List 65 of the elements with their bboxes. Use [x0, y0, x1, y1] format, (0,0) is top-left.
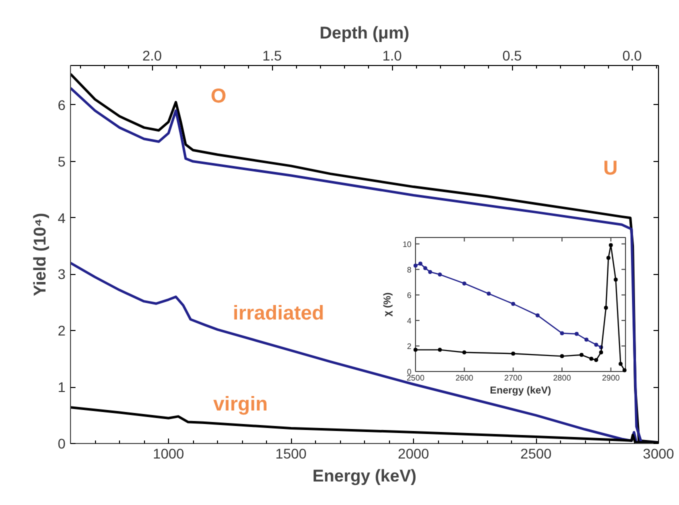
annotation: O [210, 86, 226, 108]
point [414, 348, 418, 352]
point [606, 256, 610, 260]
y-tick-label: 6 [58, 96, 66, 113]
point [574, 332, 579, 336]
y-axis-title: Yield (10⁴) [30, 212, 50, 296]
point [589, 356, 594, 361]
y-tick-label: 1 [58, 379, 66, 396]
point [560, 354, 564, 358]
y-axis-title: χ (%) [382, 292, 394, 317]
y-tick-label: 2 [407, 342, 412, 351]
x2-axis-title: Depth (μm) [320, 24, 410, 42]
x2-tick-label: 1.0 [382, 48, 402, 64]
x-axis-title: Energy (keV) [490, 386, 552, 396]
x2-tick-label: 2.0 [142, 48, 162, 64]
y-tick-label: 8 [407, 265, 412, 274]
point [618, 362, 623, 366]
x-axis-title: Energy (keV) [312, 466, 416, 486]
point [536, 313, 540, 318]
point [560, 331, 564, 336]
y-tick-label: 4 [407, 316, 412, 326]
y-tick-label: 0 [407, 368, 412, 376]
x-tick-label: 2800 [553, 374, 572, 382]
point [418, 262, 422, 266]
point [462, 281, 466, 286]
annotation: U [603, 158, 618, 180]
point [604, 306, 608, 310]
point [511, 352, 516, 356]
point [511, 302, 516, 306]
point [414, 264, 418, 268]
point [614, 278, 618, 282]
point [486, 292, 491, 296]
x2-tick-label: 1.5 [262, 48, 282, 64]
point [462, 350, 466, 354]
x-tick-label: 2000 [398, 446, 430, 462]
x2-tick-label: 0.5 [502, 48, 522, 64]
y-tick-label: 4 [58, 210, 66, 226]
x-tick-label: 2700 [504, 374, 523, 382]
y-tick-label: 0 [58, 436, 66, 452]
point [622, 368, 627, 372]
point [594, 358, 598, 362]
y-tick-label: 10 [402, 240, 412, 249]
x-tick-label: 2900 [602, 374, 620, 382]
y-tick-label: 6 [407, 290, 412, 300]
point [580, 352, 584, 357]
y-tick-label: 2 [58, 322, 66, 339]
point [438, 272, 442, 277]
y-tick-label: 5 [58, 153, 66, 170]
annotation: irradiated [232, 302, 324, 324]
x-tick-label: 2500 [520, 446, 552, 462]
x2-tick-label: 0.0 [622, 48, 642, 64]
point [428, 270, 432, 274]
y-tick-label: 3 [58, 266, 66, 282]
annotation: virgin [213, 394, 268, 416]
x-tick-label: 1000 [152, 446, 184, 462]
point [594, 342, 598, 347]
point [584, 338, 588, 342]
x-tick-label: 2600 [455, 374, 474, 382]
point [423, 266, 428, 270]
x-tick-label: 2500 [406, 374, 425, 382]
point [608, 243, 613, 248]
point [599, 350, 604, 354]
x-tick-label: 3000 [642, 446, 674, 462]
point [438, 348, 442, 352]
x-tick-label: 1500 [275, 446, 307, 462]
